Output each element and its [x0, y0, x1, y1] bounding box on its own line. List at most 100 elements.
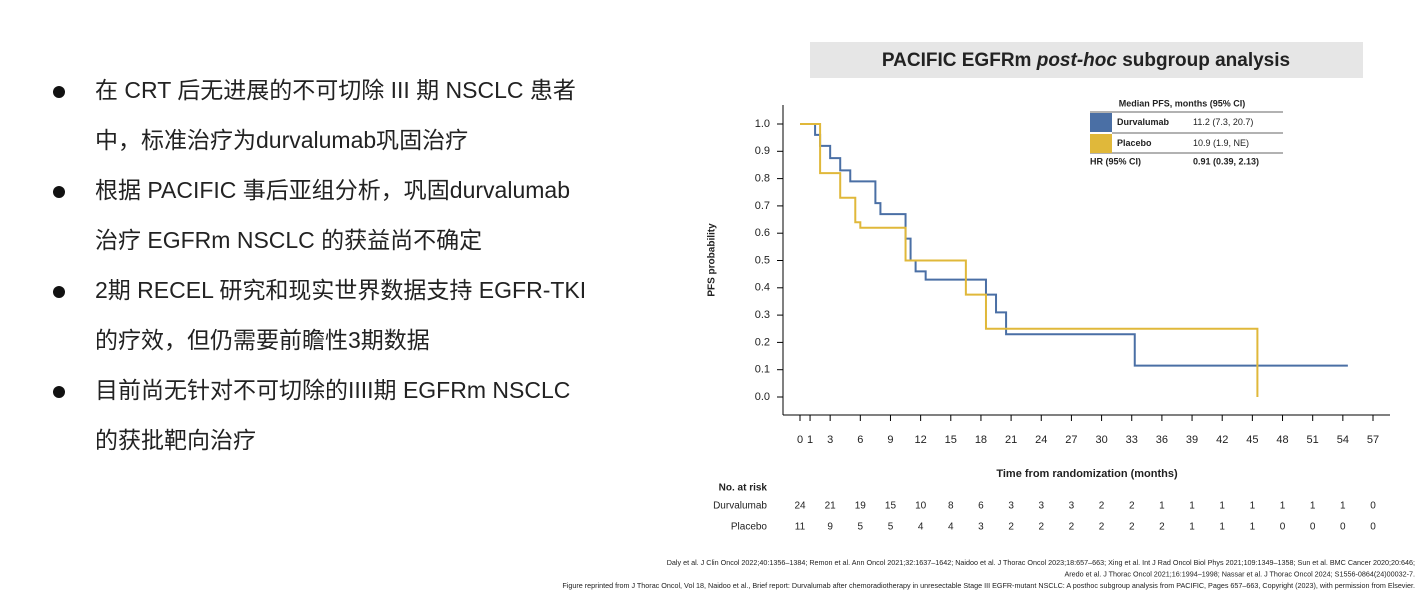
risk-count: 0: [1370, 522, 1376, 533]
bullet-dot: [53, 186, 65, 198]
bullet-text: 目前尚无针对不可切除的IIII期 EGFRm NSCLC: [95, 377, 570, 403]
legend-swatch: [1090, 113, 1112, 132]
hr-value: 0.91 (0.39, 2.13): [1193, 156, 1259, 166]
survival-curve: [800, 123, 1348, 367]
chart-title: PACIFIC EGFRm post-hoc subgroup analysis: [882, 50, 1290, 71]
y-tick-label: 0.6: [755, 227, 770, 239]
x-tick-label: 0: [797, 434, 803, 446]
title-part: subgroup analysis: [1117, 50, 1290, 71]
x-tick-label: 27: [1065, 434, 1077, 446]
risk-count: 5: [888, 522, 894, 533]
risk-count: 1: [1340, 501, 1346, 512]
risk-count: 9: [827, 522, 833, 533]
bullet-text: 的疗效，但仍需要前瞻性3期数据: [95, 327, 430, 353]
x-tick-label: 30: [1095, 434, 1107, 446]
bullet-text: 根据 PACIFIC 事后亚组分析，巩固durvalumab: [95, 177, 570, 203]
bullet-dot: [53, 86, 65, 98]
y-tick-label: 0.7: [755, 200, 770, 212]
x-tick-label: 51: [1307, 434, 1319, 446]
x-tick-label: 39: [1186, 434, 1198, 446]
risk-count: 2: [1099, 522, 1105, 533]
risk-count: 3: [1069, 501, 1075, 512]
legend-name: Placebo: [1117, 138, 1152, 148]
x-tick-label: 12: [915, 434, 927, 446]
risk-count: 2: [1129, 522, 1135, 533]
reference: Aredo et al. J Thorac Oncol 2021;16:1994…: [1064, 569, 1415, 578]
risk-count: 3: [1008, 501, 1014, 512]
risk-count: 5: [858, 522, 864, 533]
risk-count: 2: [1159, 522, 1165, 533]
y-axis-label: PFS probability: [707, 223, 718, 297]
bullet-dot: [53, 386, 65, 398]
x-tick-label: 18: [975, 434, 987, 446]
bullet-text: 在 CRT 后无进展的不可切除 III 期 NSCLC 患者: [95, 77, 576, 103]
risk-count: 2: [1038, 522, 1044, 533]
risk-count: 1: [1310, 501, 1316, 512]
risk-count: 10: [915, 501, 927, 512]
y-tick-label: 0.3: [755, 309, 770, 321]
risk-count: 6: [978, 501, 984, 512]
x-tick-label: 36: [1156, 434, 1168, 446]
legend-swatch: [1090, 134, 1112, 153]
risk-count: 0: [1340, 522, 1346, 533]
bullet-text: 治疗 EGFRm NSCLC 的获益尚不确定: [95, 227, 482, 253]
x-tick-label: 15: [945, 434, 957, 446]
x-tick-label: 9: [887, 434, 893, 446]
risk-count: 0: [1370, 501, 1376, 512]
risk-count: 0: [1280, 522, 1286, 533]
x-tick-label: 42: [1216, 434, 1228, 446]
y-tick-label: 0.2: [755, 336, 770, 348]
y-tick-label: 0.4: [755, 282, 770, 294]
bullet-text: 2期 RECEL 研究和现实世界数据支持 EGFR-TKI: [95, 277, 586, 303]
x-axis-label: Time from randomization (months): [996, 468, 1178, 480]
title-part: PACIFIC EGFRm: [882, 50, 1037, 71]
y-tick-label: 0.1: [755, 364, 770, 376]
x-tick-label: 3: [827, 434, 833, 446]
risk-count: 4: [948, 522, 954, 533]
risk-count: 2: [1069, 522, 1075, 533]
title-band: [810, 42, 1363, 78]
risk-count: 1: [1219, 501, 1225, 512]
survival-curve: [800, 123, 1259, 397]
risk-count: 15: [885, 501, 897, 512]
x-tick-label: 21: [1005, 434, 1017, 446]
reference: Daly et al. J Clin Oncol 2022;40:1356–13…: [667, 558, 1415, 567]
risk-count: 11: [795, 522, 806, 533]
risk-count: 2: [1129, 501, 1135, 512]
x-tick-label: 24: [1035, 434, 1047, 446]
risk-row-name: Placebo: [731, 522, 768, 533]
risk-count: 19: [855, 501, 867, 512]
risk-count: 2: [1099, 501, 1105, 512]
x-tick-label: 45: [1246, 434, 1258, 446]
bullet-text: 中，标准治疗为durvalumab巩固治疗: [95, 127, 468, 153]
x-tick-label: 6: [857, 434, 863, 446]
legend-median: 10.9 (1.9, NE): [1193, 138, 1249, 148]
risk-count: 0: [1310, 522, 1316, 533]
risk-count: 21: [825, 501, 837, 512]
x-tick-label: 54: [1337, 434, 1349, 446]
risk-count: 1: [1250, 522, 1256, 533]
y-tick-label: 0.9: [755, 145, 770, 157]
bullet-text: 的获批靶向治疗: [95, 427, 256, 453]
risk-count: 1: [1189, 501, 1195, 512]
risk-count: 1: [1250, 501, 1256, 512]
x-tick-label: 1: [807, 434, 813, 446]
y-tick-label: 0.5: [755, 254, 770, 266]
risk-count: 1: [1219, 522, 1225, 533]
risk-count: 8: [948, 501, 954, 512]
risk-title: No. at risk: [719, 483, 768, 494]
risk-row-name: Durvalumab: [713, 501, 767, 512]
y-tick-label: 0.8: [755, 173, 770, 185]
legend-header: Median PFS, months (95% CI): [1119, 98, 1246, 108]
risk-count: 3: [978, 522, 984, 533]
risk-count: 1: [1189, 522, 1195, 533]
risk-count: 3: [1038, 501, 1044, 512]
title-part: post-hoc: [1036, 50, 1118, 71]
reference: Figure reprinted from J Thorac Oncol, Vo…: [562, 581, 1415, 590]
risk-count: 1: [1280, 501, 1286, 512]
risk-count: 2: [1008, 522, 1014, 533]
risk-count: 24: [794, 501, 806, 512]
bullet-dot: [53, 286, 65, 298]
y-tick-label: 0.0: [755, 391, 770, 403]
